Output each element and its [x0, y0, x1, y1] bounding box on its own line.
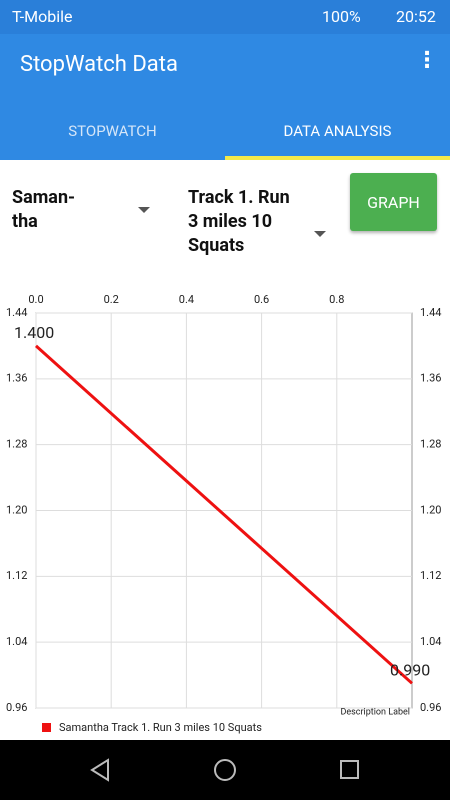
x-tick-label: 0.0 — [28, 293, 43, 306]
menu[interactable]: ⋮ — [416, 48, 438, 73]
legend-swatch — [42, 723, 51, 732]
x-tick-label: 0.2 — [104, 293, 119, 306]
y2-tick-label: 0.96 — [420, 701, 441, 714]
y2-tick-label: 1.28 — [420, 438, 441, 451]
y-tick-label: 1.44 — [6, 306, 27, 319]
tab-indicator — [225, 156, 450, 160]
y2-tick-label: 1.04 — [420, 635, 441, 648]
data-line — [34, 344, 414, 685]
app-title: StopWatch Data — [20, 52, 178, 77]
dropdown-arrow — [314, 231, 326, 237]
tab[interactable]: STOPWATCH — [68, 122, 157, 140]
y2-tick-label: 1.36 — [420, 372, 441, 385]
tab[interactable]: DATA ANALYSIS — [283, 122, 392, 140]
nav-icons — [90, 758, 359, 782]
legend-label: Samantha Track 1. Run 3 miles 10 Squats — [59, 721, 262, 734]
person-spinner[interactable]: Saman-tha — [12, 187, 76, 232]
time: 20:52 — [396, 7, 436, 26]
x-tick-label: 0.6 — [254, 293, 269, 306]
carrier: T-Mobile — [12, 7, 73, 26]
x-tick-label: 0.8 — [329, 293, 344, 306]
y2-tick-label: 1.20 — [420, 503, 441, 516]
y2-tick-label: 1.12 — [420, 569, 441, 582]
y-tick-label: 1.04 — [6, 635, 27, 648]
value-label: 1.400 — [14, 323, 54, 342]
workout-spinner[interactable]: Track 1. Run 3 miles 10 Squats — [188, 187, 290, 256]
y-tick-label: 0.96 — [6, 701, 27, 714]
battery: 100% — [322, 7, 361, 26]
dropdown-arrow — [138, 207, 150, 213]
value-label: 0.990 — [390, 661, 430, 680]
graph-button[interactable]: GRAPH — [350, 173, 437, 231]
y-tick-label: 1.36 — [6, 372, 27, 385]
app-bar: StopWatch Data ⋮ STOPWATCH DATA ANALYSIS — [0, 34, 450, 160]
chart: 0.0 0.2 0.4 0.6 0.8 0.96 0.96 1.04 1.04 1.12 1.12 1… — [6, 293, 441, 734]
status-bar: T-Mobile 100% 20:52 — [0, 0, 450, 34]
y-tick-label: 1.20 — [6, 503, 27, 516]
y2-tick-label: 1.44 — [420, 306, 441, 319]
nav-bar — [0, 740, 450, 800]
y-tick-label: 1.12 — [6, 569, 27, 582]
description: Description Label — [340, 707, 410, 717]
y-tick-label: 1.28 — [6, 438, 27, 451]
x-tick-label: 0.4 — [179, 293, 194, 306]
